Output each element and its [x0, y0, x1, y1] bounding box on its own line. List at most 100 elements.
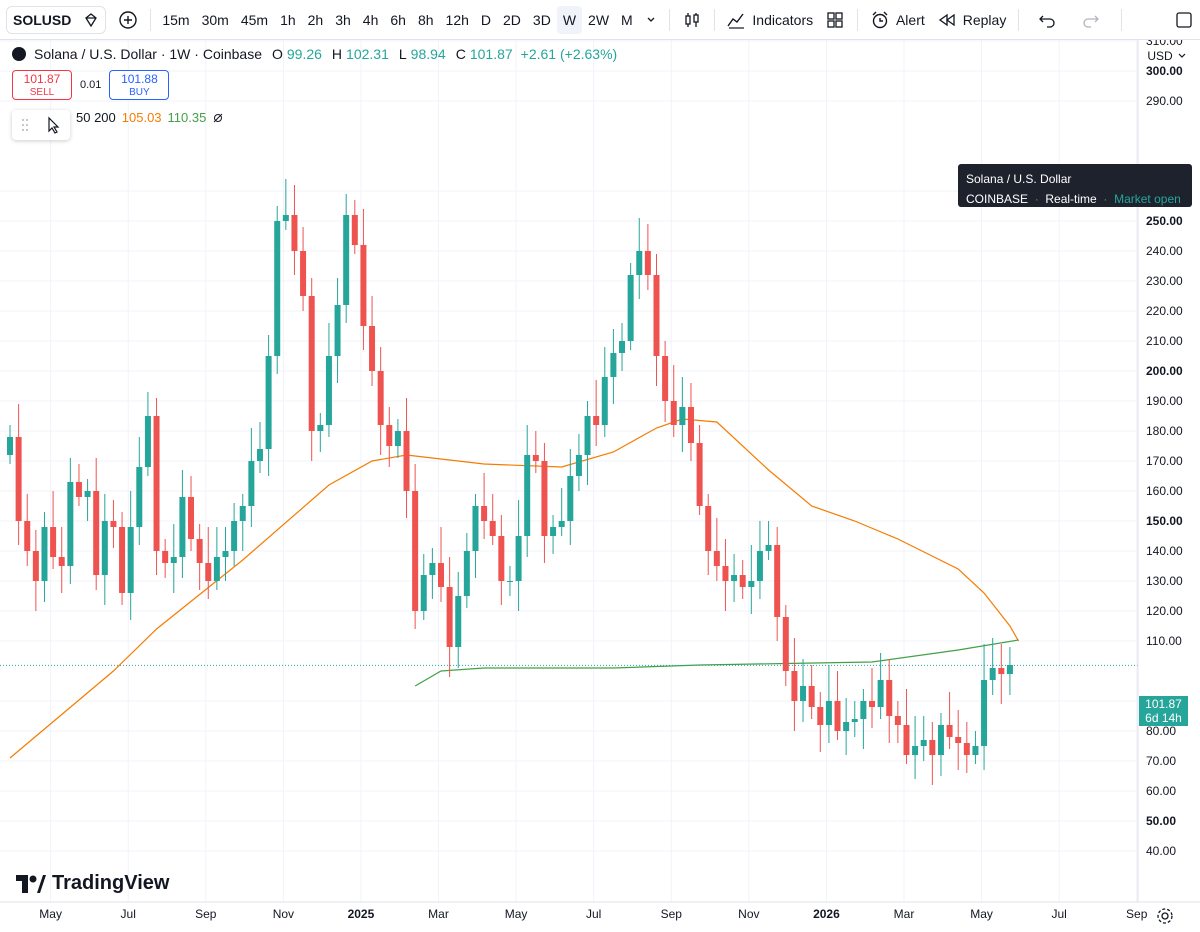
- candle-body: [739, 575, 746, 587]
- candle-body: [834, 701, 841, 731]
- moving-average-legend: 50 200 105.03 110.35: [76, 110, 224, 125]
- eye-off-icon[interactable]: [212, 112, 224, 124]
- candle-body: [946, 725, 953, 737]
- interval-3d[interactable]: 3D: [532, 11, 551, 28]
- interval-w[interactable]: W: [556, 5, 583, 34]
- time-tick-label: Jul: [121, 907, 136, 921]
- layouts-icon[interactable]: [819, 6, 851, 34]
- candle-body: [93, 491, 100, 575]
- time-tick-label: Mar: [428, 907, 449, 921]
- price-tick-label: 110.00: [1146, 634, 1182, 648]
- replay-button[interactable]: Replay: [931, 6, 1013, 34]
- interval-8h[interactable]: 8h: [417, 11, 434, 28]
- indicators-label: Indicators: [752, 11, 814, 28]
- redo-icon[interactable]: [1075, 6, 1107, 34]
- price-tick-label: 230.00: [1146, 274, 1183, 288]
- interval-d[interactable]: D: [480, 11, 492, 28]
- alert-label: Alert: [895, 11, 925, 28]
- candle-body: [541, 461, 548, 536]
- currency-selector[interactable]: USD: [1140, 46, 1194, 66]
- alarm-clock-icon: [870, 10, 890, 30]
- price-tick-label: 140.00: [1146, 544, 1183, 558]
- indicators-button[interactable]: Indicators: [720, 6, 819, 34]
- time-tick-label: Nov: [738, 907, 759, 921]
- candle-body: [481, 506, 488, 521]
- candle-body: [860, 701, 867, 719]
- candle-style-icon[interactable]: [676, 6, 708, 34]
- sell-button[interactable]: 101.87 SELL: [12, 70, 72, 100]
- price-tick-label: 300.00: [1146, 64, 1183, 78]
- undo-icon[interactable]: [1031, 6, 1063, 34]
- candle-body: [446, 587, 453, 647]
- candle-body: [955, 737, 962, 743]
- tooltip-title: Solana / U.S. Dollar: [966, 172, 1072, 186]
- drag-handle-icon[interactable]: [20, 117, 30, 133]
- candle-body: [196, 539, 203, 563]
- interval-m[interactable]: M: [621, 11, 633, 28]
- candle-body: [170, 557, 177, 563]
- toolbar-divider: [1121, 8, 1123, 31]
- gear-icon[interactable]: [1155, 906, 1175, 926]
- candle-body: [937, 725, 944, 755]
- candle-body: [903, 725, 910, 755]
- interval-1h[interactable]: 1h: [280, 11, 296, 28]
- candle-body: [1006, 665, 1013, 674]
- candle-body: [188, 497, 195, 539]
- candle-body: [67, 482, 74, 566]
- interval-2d[interactable]: 2D: [503, 11, 521, 28]
- interval-30m[interactable]: 30m: [201, 11, 229, 28]
- candle-body: [774, 545, 781, 617]
- symbol-search[interactable]: SOLUSD: [6, 5, 106, 34]
- interval-2h[interactable]: 2h: [307, 11, 324, 28]
- candle-body: [696, 443, 703, 506]
- candle-body: [343, 215, 350, 305]
- candle-body: [127, 527, 134, 593]
- candle-body: [256, 449, 263, 461]
- candle-body: [265, 356, 272, 449]
- interval-45m[interactable]: 45m: [240, 11, 269, 28]
- alert-button[interactable]: Alert: [864, 6, 931, 34]
- interval-12h[interactable]: 12h: [445, 11, 469, 28]
- candle-body: [438, 563, 444, 587]
- price-chart[interactable]: 310.00300.00290.00260.00250.00240.00230.…: [0, 40, 1200, 932]
- price-tick-label: 170.00: [1146, 454, 1183, 468]
- chevron-down-icon[interactable]: [639, 6, 663, 34]
- candle-body: [369, 326, 376, 371]
- diamond-icon[interactable]: [83, 12, 99, 28]
- candle-body: [748, 581, 755, 587]
- buy-button[interactable]: 101.88 BUY: [109, 70, 170, 100]
- candle-body: [119, 527, 126, 593]
- candle-body: [998, 668, 1005, 674]
- candle-body: [222, 551, 229, 557]
- tooltip-details: COINBASE · Real-time · Market open: [966, 192, 1181, 206]
- candle-body: [274, 221, 281, 356]
- compare-add-icon[interactable]: [112, 6, 144, 34]
- candle-body: [489, 521, 496, 536]
- buy-label: BUY: [129, 87, 150, 98]
- candle-body: [782, 617, 789, 671]
- symbol-name: SOLUSD: [13, 11, 72, 28]
- candle-body: [498, 536, 505, 581]
- high-value: 102.31: [346, 46, 389, 62]
- candle-body: [584, 416, 591, 455]
- interval-15m[interactable]: 15m: [162, 11, 190, 28]
- last-price-label: 101.87 6d 14h: [1139, 696, 1188, 726]
- candle-body: [912, 746, 919, 755]
- fullscreen-icon[interactable]: [1168, 6, 1200, 34]
- cursor-arrow-icon[interactable]: [46, 116, 62, 134]
- candle-body: [15, 437, 22, 521]
- tradingview-logo[interactable]: TradingView: [16, 872, 169, 895]
- candle-body: [644, 251, 651, 275]
- candle-body: [843, 722, 850, 731]
- interval-group: 15m 30m 45m 1h 2h 3h 4h 6h 8h 12h D 2D 3D W 2W M: [156, 5, 638, 34]
- close-value: 101.87: [469, 46, 513, 62]
- interval-6h[interactable]: 6h: [390, 11, 406, 28]
- candle-body: [506, 581, 513, 582]
- time-tick-label: Sep: [661, 907, 683, 921]
- interval-3h[interactable]: 3h: [335, 11, 351, 28]
- interval-4h[interactable]: 4h: [362, 11, 379, 28]
- candle-body: [869, 701, 875, 707]
- chart-area[interactable]: 310.00300.00290.00260.00250.00240.00230.…: [0, 40, 1200, 932]
- candle-body: [593, 416, 600, 425]
- interval-2w[interactable]: 2W: [588, 11, 610, 28]
